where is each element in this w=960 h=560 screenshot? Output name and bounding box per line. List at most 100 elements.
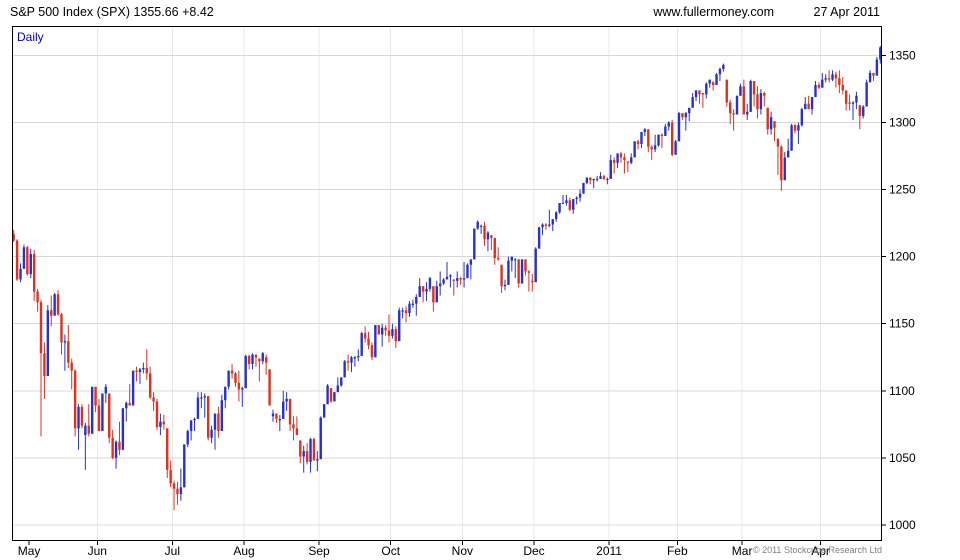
- candle-body: [531, 280, 534, 283]
- candle-body: [118, 441, 121, 450]
- candle-body: [630, 157, 633, 163]
- candle-body: [319, 417, 322, 460]
- candle-body: [363, 333, 367, 339]
- candle-body: [575, 197, 578, 200]
- x-axis-label: Oct: [381, 544, 400, 558]
- candle-body: [346, 361, 350, 363]
- candle-body: [728, 102, 732, 114]
- candle-body: [541, 224, 544, 228]
- candle-body: [421, 286, 425, 292]
- candle-body: [159, 421, 162, 428]
- candle-body: [667, 122, 670, 127]
- candle-body: [612, 160, 616, 163]
- candle-body: [694, 90, 698, 98]
- candle-body: [807, 103, 810, 110]
- fullermoney-link[interactable]: www.fullermoney.com: [653, 5, 774, 19]
- candle-body: [711, 82, 715, 86]
- candle-body: [848, 102, 851, 104]
- candle-body: [101, 393, 104, 432]
- candle-body: [804, 103, 807, 110]
- candle-body: [309, 439, 312, 462]
- candle-body: [544, 224, 548, 226]
- x-axis-label: Jul: [165, 544, 180, 558]
- candle-body: [288, 398, 292, 425]
- candle-body: [374, 325, 377, 358]
- candle-body: [227, 370, 230, 387]
- candle-body: [401, 310, 404, 312]
- candle-body: [391, 329, 394, 336]
- y-axis-label: 1100: [889, 384, 915, 398]
- candle-body: [36, 291, 39, 303]
- candle-body: [657, 134, 660, 146]
- candle-body: [247, 355, 251, 364]
- candle-body: [862, 106, 865, 116]
- candle-body: [623, 157, 626, 161]
- candle-body: [746, 111, 749, 115]
- y-axis-label: 1050: [889, 451, 916, 465]
- candle-body: [810, 97, 814, 110]
- candle-body: [128, 402, 131, 406]
- candle-body: [595, 178, 599, 180]
- candle-body: [483, 225, 486, 240]
- candle-body: [87, 425, 90, 434]
- candle-body: [282, 401, 285, 419]
- candle-body: [63, 341, 67, 343]
- candle-body: [176, 488, 179, 495]
- copyright-notice: © 2011 Stockcube Research Ltd: [752, 545, 882, 555]
- candle-body: [841, 85, 844, 91]
- candle-body: [520, 259, 524, 284]
- candle-body: [718, 68, 722, 75]
- candle-body: [73, 370, 77, 429]
- candle-body: [578, 193, 582, 198]
- candle-body: [554, 212, 558, 220]
- candle-body: [251, 354, 254, 364]
- candle-body: [316, 459, 319, 461]
- candle-body: [111, 437, 114, 458]
- candle-body: [404, 310, 408, 314]
- candle-body: [660, 134, 664, 136]
- candle-body: [606, 178, 609, 180]
- candle-body: [780, 146, 783, 181]
- candle-body: [626, 161, 630, 163]
- candle-body: [821, 79, 824, 88]
- candle-body: [636, 141, 640, 145]
- candle-body: [701, 93, 705, 95]
- candle-body: [664, 126, 667, 136]
- candle-body: [166, 428, 169, 470]
- timeframe-label: Daily: [17, 30, 44, 44]
- candle-body: [12, 233, 15, 241]
- candle-body: [162, 421, 166, 425]
- candle-body: [169, 469, 172, 484]
- candle-body: [186, 431, 189, 445]
- candle-body: [705, 83, 708, 95]
- x-axis-label: Apr: [811, 544, 830, 558]
- candle-body: [879, 47, 882, 60]
- candle-body: [108, 393, 111, 438]
- candle-body: [510, 256, 514, 261]
- candle-body: [217, 413, 220, 432]
- candle-body: [670, 122, 674, 155]
- candle-body: [599, 176, 602, 179]
- candle-body: [26, 247, 29, 275]
- candle-body: [295, 428, 299, 436]
- candle-body: [681, 113, 684, 118]
- candlestick-plot: 1000 1050 1100 1150 1200 1250 1300 1350 May Jun Ju…: [12, 26, 916, 558]
- candle-body: [452, 279, 456, 281]
- candle-body: [15, 240, 19, 280]
- y-axis-label: 1300: [889, 116, 916, 130]
- candle-body: [793, 125, 797, 131]
- candle-body: [565, 200, 568, 204]
- candle-body: [759, 93, 763, 110]
- candle-body: [561, 203, 565, 205]
- candle-body: [329, 388, 333, 402]
- candle-body: [80, 406, 84, 426]
- candle-body: [19, 268, 22, 280]
- candle-body: [445, 276, 449, 280]
- candle-body: [752, 80, 756, 95]
- candle-body: [292, 424, 295, 429]
- candle-body: [200, 397, 203, 399]
- candle-body: [258, 358, 261, 362]
- candle-body: [336, 385, 340, 393]
- candle-body: [210, 429, 213, 438]
- candle-body: [619, 153, 623, 158]
